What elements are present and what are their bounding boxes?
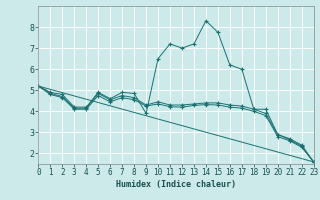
X-axis label: Humidex (Indice chaleur): Humidex (Indice chaleur) [116,180,236,189]
